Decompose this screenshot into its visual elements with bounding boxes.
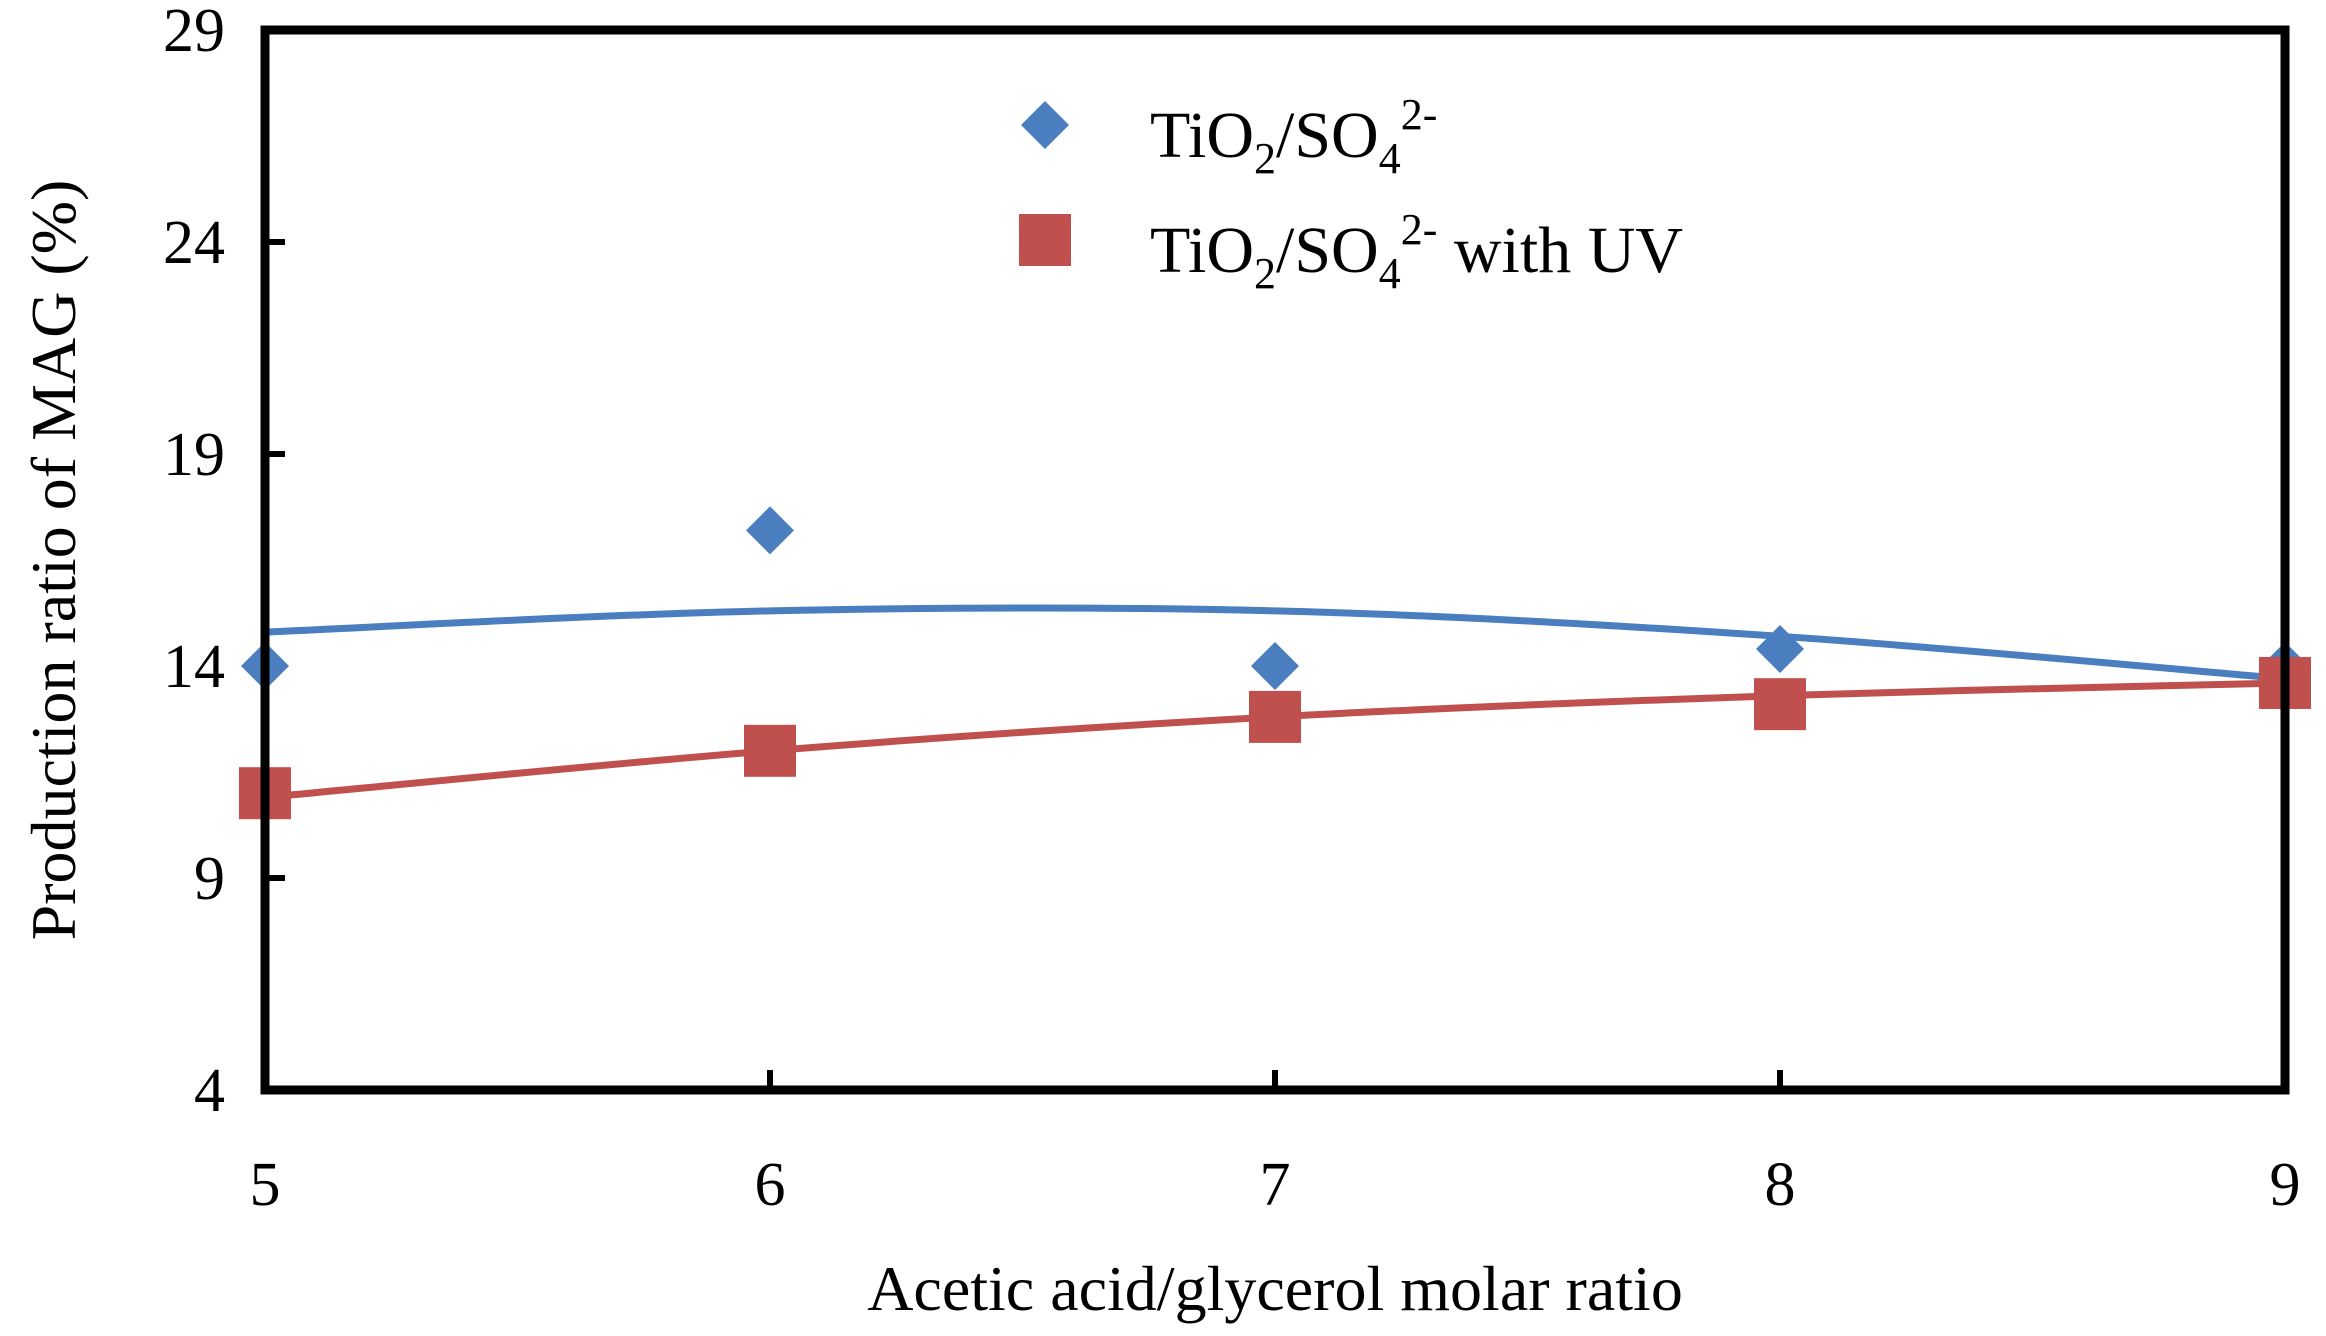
y-tick-label: 29	[163, 0, 225, 65]
tio2-so4-point	[1251, 642, 1299, 690]
tio2-so4-point	[746, 506, 794, 555]
y-tick-label: 4	[194, 1057, 225, 1125]
y-axis-ticks: 4 9 14 19 24 29	[163, 0, 285, 1125]
legend-tio2-so4-marker	[1021, 101, 1069, 149]
legend-text-part: /SO	[1276, 214, 1379, 287]
x-tick-label: 5	[250, 1151, 281, 1219]
legend-tio2-so4-uv-label: TiO2/SO42- with UV	[1150, 205, 1683, 298]
legend-text-part: TiO	[1150, 214, 1254, 287]
legend-tio2-so4-label: TiO2/SO42-	[1150, 90, 1437, 183]
y-tick-label: 14	[163, 633, 225, 701]
legend-text-part: /SO	[1276, 99, 1379, 172]
tio2-so4-uv-point	[1754, 678, 1806, 731]
x-tick-label: 9	[2270, 1151, 2301, 1219]
x-tick-label: 7	[1260, 1151, 1291, 1219]
legend: TiO2/SO42-TiO2/SO42- with UV	[1019, 90, 1683, 298]
legend-text-part: 2	[1254, 249, 1276, 298]
legend-text-part: with UV	[1437, 214, 1683, 287]
tio2-so4-uv-point	[1249, 690, 1301, 743]
legend-tio2-so4-uv-marker	[1019, 214, 1071, 266]
y-axis-title: Production ratio of MAG (%)	[18, 180, 89, 941]
plot-frame	[260, 25, 2290, 1095]
tio2-so4-point	[1756, 625, 1804, 674]
x-axis-title: Acetic acid/glycerol molar ratio	[867, 1253, 1683, 1324]
legend-text-part: TiO	[1150, 99, 1254, 172]
tio2-so4-trendline	[261, 604, 2289, 683]
tio2-so4-uv-point	[744, 724, 796, 777]
legend-text-part: 4	[1379, 249, 1401, 298]
legend-text-part: 2-	[1401, 90, 1438, 139]
legend-text-part: 2-	[1401, 205, 1438, 254]
legend-text-part: 2	[1254, 134, 1276, 183]
x-tick-label: 6	[755, 1151, 786, 1219]
y-tick-label: 24	[163, 209, 225, 277]
y-tick-label: 9	[194, 845, 225, 913]
y-tick-label: 19	[163, 421, 225, 489]
legend-text-part: 4	[1379, 134, 1401, 183]
x-tick-label: 8	[1765, 1151, 1796, 1219]
